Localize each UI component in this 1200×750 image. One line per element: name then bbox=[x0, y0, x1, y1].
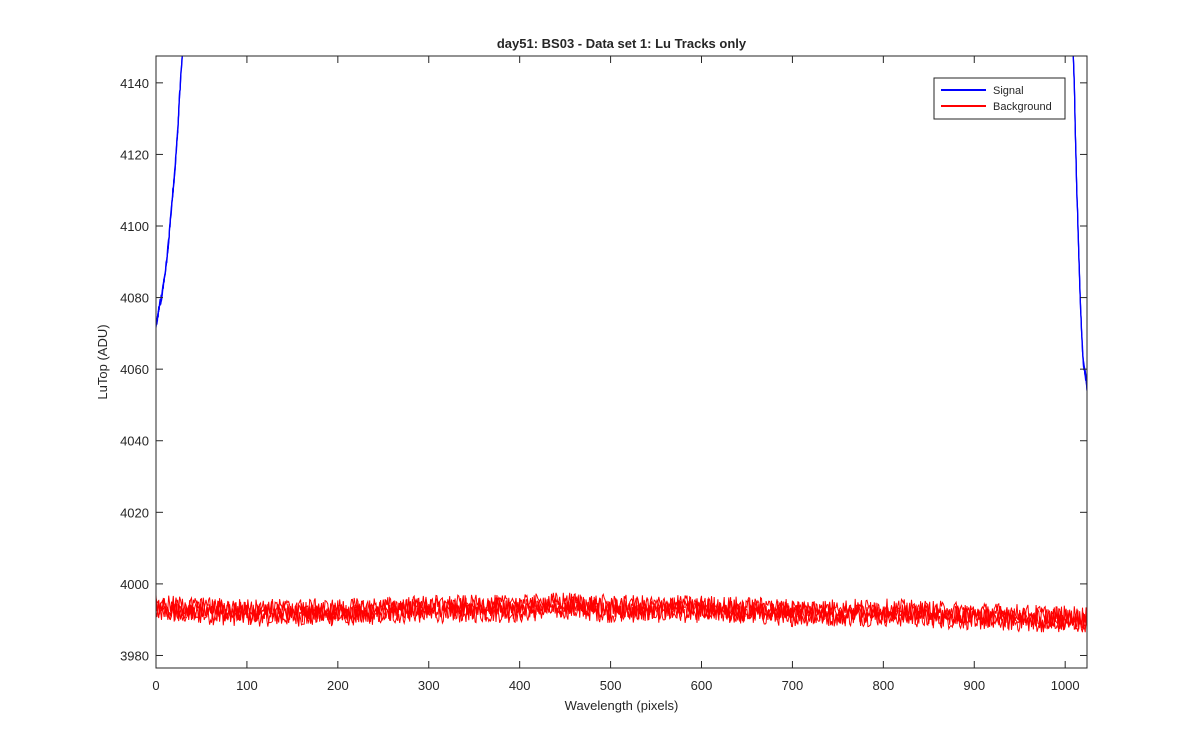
x-tick-label: 100 bbox=[236, 678, 258, 693]
background-series-line bbox=[156, 592, 1087, 625]
x-axis-ticks: 0 100 200 300 400 500 600 700 800 900 1000 bbox=[152, 56, 1080, 693]
x-tick-label: 0 bbox=[152, 678, 159, 693]
legend-box bbox=[933, 77, 1066, 120]
y-tick-label: 4080 bbox=[120, 291, 149, 306]
signal-series-line bbox=[156, 56, 183, 327]
x-tick-label: 1000 bbox=[1051, 678, 1080, 693]
x-axis-label: Wavelength (pixels) bbox=[565, 698, 679, 713]
legend-background-label: Background bbox=[993, 101, 1052, 113]
signal-series-line bbox=[156, 56, 183, 324]
x-tick-label: 500 bbox=[600, 678, 622, 693]
y-tick-label: 4000 bbox=[120, 577, 149, 592]
chart-title: day51: BS03 - Data set 1: Lu Tracks only bbox=[497, 36, 747, 51]
x-tick-label: 900 bbox=[963, 678, 985, 693]
y-axis-ticks: 3980 4000 4020 4040 4060 4080 4100 4120 4140 bbox=[120, 76, 1087, 663]
y-tick-label: 4060 bbox=[120, 362, 149, 377]
y-tick-label: 4020 bbox=[120, 505, 149, 520]
legend: Signal Background bbox=[933, 77, 1066, 120]
signal-series-line bbox=[156, 56, 183, 328]
x-tick-label: 800 bbox=[872, 678, 894, 693]
plot-frame bbox=[155, 55, 1088, 669]
y-tick-label: 4120 bbox=[120, 147, 149, 162]
signal-series-line bbox=[1072, 56, 1087, 387]
x-tick-label: 600 bbox=[691, 678, 713, 693]
y-tick-label: 4100 bbox=[120, 219, 149, 234]
y-tick-label: 4140 bbox=[120, 76, 149, 91]
background-series-line bbox=[156, 595, 1087, 629]
y-tick-label: 4040 bbox=[120, 434, 149, 449]
y-tick-label: 3980 bbox=[120, 648, 149, 663]
legend-signal-label: Signal bbox=[993, 85, 1024, 97]
x-tick-label: 700 bbox=[782, 678, 804, 693]
x-tick-label: 400 bbox=[509, 678, 531, 693]
y-axis-label: LuTop (ADU) bbox=[95, 324, 110, 399]
series-layer bbox=[156, 56, 1087, 633]
x-tick-label: 300 bbox=[418, 678, 440, 693]
x-tick-label: 200 bbox=[327, 678, 349, 693]
